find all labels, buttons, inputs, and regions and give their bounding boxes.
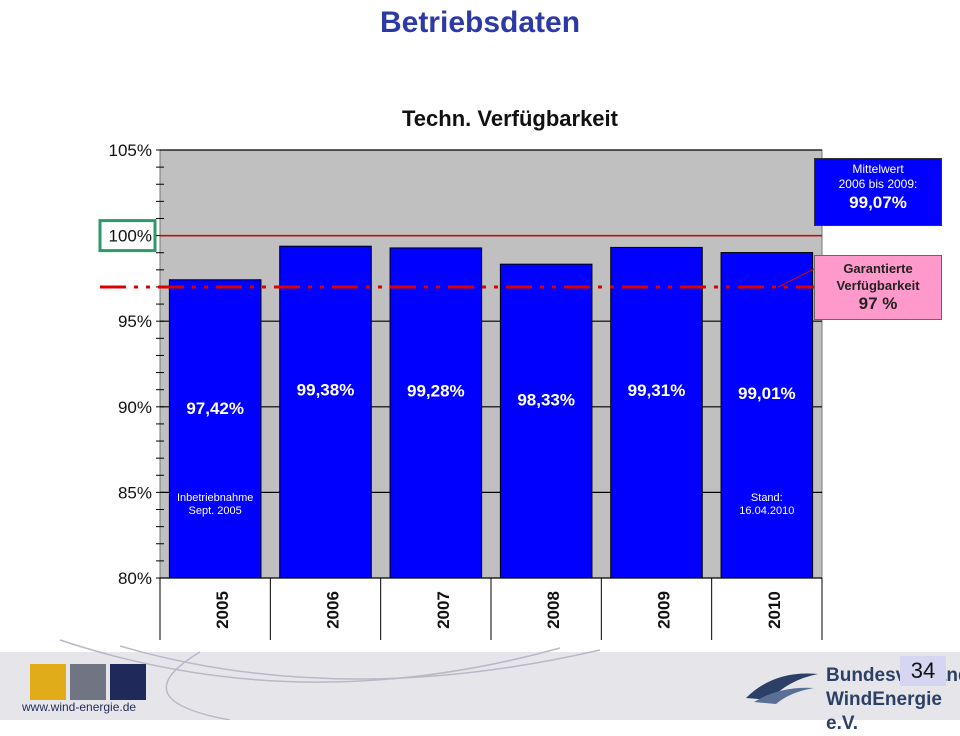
bar-note-2010-1: 16.04.2010 <box>739 505 794 517</box>
bar-2009 <box>610 246 703 579</box>
bar-value-label-2006: 99,38% <box>297 381 355 400</box>
x-category-label-2008: 2008 <box>544 591 563 629</box>
bar-note-2005-0: Inbetriebnahme <box>177 492 253 504</box>
bar-2005 <box>168 279 262 579</box>
bar-2007 <box>389 247 483 579</box>
guaranteed-availability-box: Garantierte Verfügbarkeit 97 % <box>814 255 942 320</box>
x-category-label-2010: 2010 <box>765 591 784 629</box>
plot-area <box>159 149 823 579</box>
bar-value-label-2008: 98,33% <box>517 390 575 409</box>
logo-line2: WindEnergie e.V. <box>826 689 942 734</box>
bar-2010 <box>720 252 814 579</box>
bar-value-label-2009: 99,31% <box>628 381 686 400</box>
bar-value-label-2005: 97,42% <box>186 399 244 418</box>
guarantee-box-line1: Garantierte <box>843 261 913 276</box>
availability-bar-chart: 80% 85% 90% 95% 100% 105% 97,42% 2005 99,38% 2006… <box>98 141 823 640</box>
page-number: 34 <box>900 656 946 686</box>
y-tick-label-80: 80% <box>118 569 152 588</box>
mean-box-line2: 2006 bis 2009: <box>838 177 918 191</box>
guarantee-box-line2: Verfügbarkeit <box>836 278 920 293</box>
bar-note-2005-1: Sept. 2005 <box>189 505 242 517</box>
bar-note-2010-0: Stand: <box>751 492 783 504</box>
bar-2008 <box>499 263 593 579</box>
y-tick-label-95: 95% <box>118 312 152 331</box>
bar-value-label-2007: 99,28% <box>407 381 465 400</box>
mean-box-line1: Mittelwert <box>852 162 904 176</box>
x-category-label-2005: 2005 <box>213 591 232 629</box>
x-category-label-2007: 2007 <box>434 591 453 629</box>
logo-square-grey <box>70 664 106 700</box>
bar-2006 <box>279 245 372 579</box>
chart-title: Techn. Verfügbarkeit <box>402 106 618 131</box>
logo-square-yellow <box>30 664 66 700</box>
y-tick-label-100: 100% <box>109 227 152 246</box>
bar-value-label-2010: 99,01% <box>738 384 796 403</box>
y-tick-label-90: 90% <box>118 398 152 417</box>
guarantee-box-value: 97 % <box>858 294 898 313</box>
guarantee-connector <box>777 267 817 288</box>
page-title: Betriebsdaten <box>379 6 581 39</box>
x-category-label-2009: 2009 <box>655 591 674 629</box>
x-category-label-2006: 2006 <box>324 591 343 629</box>
y-tick-label-85: 85% <box>118 483 152 502</box>
highlighted-tick-frame <box>98 219 157 253</box>
footer-url[interactable]: www.wind-energie.de <box>22 700 137 714</box>
mean-box-value: 99,07% <box>849 193 907 212</box>
logo-square-navy <box>110 664 146 700</box>
y-tick-label-105: 105% <box>109 141 152 160</box>
mean-value-box: Mittelwert 2006 bis 2009: 99,07% <box>814 158 942 226</box>
bwe-logo-icon <box>746 673 818 704</box>
